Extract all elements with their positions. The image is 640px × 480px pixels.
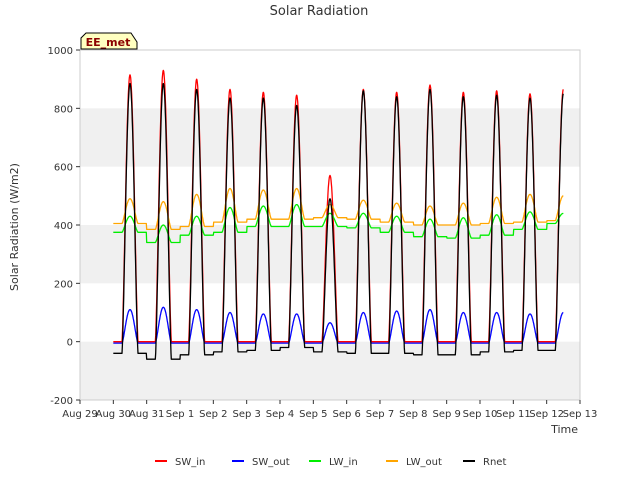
- x-tick-label: Aug 31: [129, 409, 164, 420]
- legend-item: Rnet: [463, 457, 506, 468]
- y-tick-label: 800: [54, 104, 73, 115]
- grid-bands: [80, 108, 580, 400]
- grid-band: [80, 341, 580, 400]
- y-tick-label: 0: [67, 338, 73, 349]
- y-tick-label: -200: [50, 396, 73, 407]
- series-line-sw-in: [113, 69, 564, 343]
- x-tick-label: Sep 3: [232, 409, 260, 420]
- y-tick-label: 1000: [48, 46, 73, 57]
- x-tick-label: Sep 13: [563, 409, 598, 420]
- x-tick-label: Aug 29: [62, 409, 97, 420]
- y-tick-label: 200: [54, 279, 73, 290]
- series-line-rnet: [113, 82, 564, 360]
- grid-band: [80, 225, 580, 284]
- y-tick-label: 600: [54, 163, 73, 174]
- x-tick-label: Sep 4: [266, 409, 294, 420]
- x-tick-label: Sep 11: [496, 409, 531, 420]
- legend-label: Rnet: [483, 457, 506, 468]
- y-tick-label: 400: [54, 221, 73, 232]
- legend-label: LW_out: [406, 457, 442, 468]
- station-label-frame: [80, 32, 138, 50]
- legend-item: SW_in: [155, 457, 205, 468]
- legend-item: LW_in: [309, 457, 358, 468]
- grid-band: [80, 108, 580, 167]
- station-label: EE_met: [86, 36, 131, 49]
- legend-item: LW_out: [386, 457, 442, 468]
- x-tick-label: Sep 7: [366, 409, 394, 420]
- x-axis-label: Time: [550, 423, 578, 436]
- y-axis: -200 0 200 400 600 800 1000: [48, 46, 80, 407]
- series-line-lw-in: [113, 203, 564, 244]
- x-tick-label: Sep 1: [166, 409, 194, 420]
- x-tick-label: Sep 10: [463, 409, 498, 420]
- station-label-box: EE_met: [80, 32, 138, 50]
- legend-item: SW_out: [232, 457, 290, 468]
- x-tick-label: Sep 8: [399, 409, 427, 420]
- series-line-sw-out: [113, 306, 564, 344]
- series-layer: [113, 69, 564, 360]
- x-tick-label: Sep 12: [529, 409, 564, 420]
- x-tick-label: Sep 6: [332, 409, 360, 420]
- x-tick-label: Aug 30: [96, 409, 131, 420]
- x-tick-label: Sep 5: [299, 409, 327, 420]
- x-tick-label: Sep 9: [432, 409, 460, 420]
- x-tick-label: Sep 2: [199, 409, 227, 420]
- y-axis-label: Solar Radiation (W/m2): [8, 163, 21, 291]
- series-line-lw-out: [113, 187, 564, 231]
- legend-label: SW_in: [175, 457, 205, 468]
- legend: SW_in SW_out LW_in LW_out Rnet: [155, 457, 506, 468]
- chart-title: Solar Radiation: [270, 4, 369, 19]
- legend-label: LW_in: [329, 457, 358, 468]
- legend-label: SW_out: [252, 457, 290, 468]
